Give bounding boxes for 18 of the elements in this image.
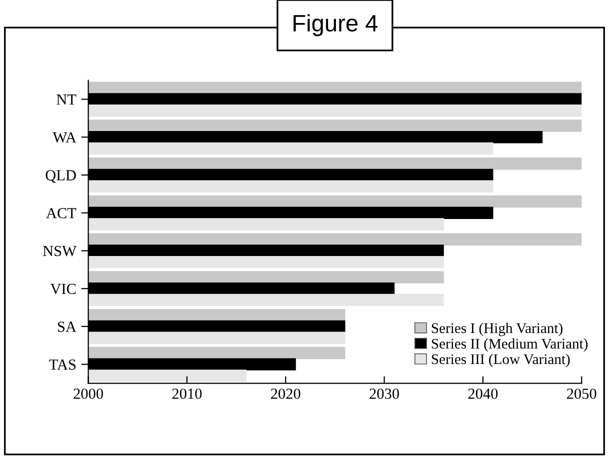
x-tick-label: 2030 [370, 388, 399, 399]
x-tick-label: 2050 [566, 388, 596, 399]
legend-label: Series I (High Variant) [432, 322, 562, 336]
y-tick-label: VIC [50, 284, 76, 294]
y-tick-label: QLD [46, 170, 76, 183]
y-tick-label: SA [58, 322, 76, 332]
y-tick-label: TAS [49, 360, 76, 370]
y-tick-label: WA [52, 132, 76, 143]
chart-title: Figure 4 [294, 14, 378, 36]
x-tick-label: 2040 [468, 388, 498, 399]
y-tick-label: ACT [46, 208, 76, 218]
x-tick-label: 2010 [172, 388, 202, 399]
y-tick-label: NSW [42, 246, 76, 256]
legend-label: Series II (Medium Variant) [432, 338, 588, 352]
legend-label: Series III (Low Variant) [432, 354, 570, 368]
y-tick-label: NT [56, 94, 76, 105]
x-tick-label: 2000 [74, 388, 103, 399]
x-tick-label: 2020 [271, 388, 300, 399]
